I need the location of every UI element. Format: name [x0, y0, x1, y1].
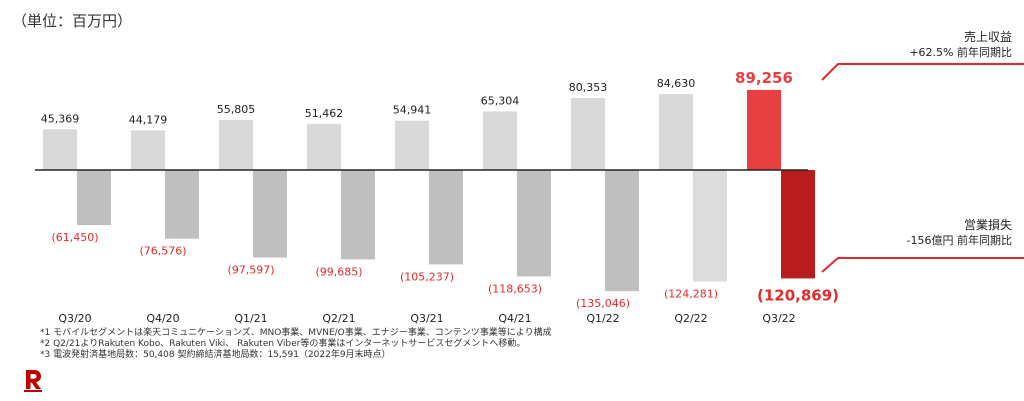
revenue-value-label: 51,462: [305, 107, 344, 120]
op-loss-value-label: (124,281): [664, 287, 718, 300]
category-label: Q2/22: [674, 312, 707, 325]
op-loss-bars: [77, 170, 815, 292]
category-label: Q4/20: [146, 312, 179, 325]
revenue-bar: [395, 120, 429, 170]
category-label: Q2/21: [322, 312, 355, 325]
callout-lines: [821, 63, 1024, 273]
revenue-value-label: 84,630: [657, 77, 696, 90]
revenue-callout-sub: +62.5% 前年同期比: [909, 46, 1012, 59]
revenue-value-label: 80,353: [569, 81, 608, 94]
unit-label: （単位：百万円）: [12, 12, 133, 30]
revenue-bar: [483, 111, 517, 170]
revenue-bar: [131, 130, 165, 170]
op-loss-bar: [781, 170, 815, 279]
revenue-bars: [43, 89, 781, 170]
revenue-callout-line: [821, 63, 1024, 81]
op-loss-callout: 営業損失 -156億円 前年同期比: [907, 218, 1012, 248]
category-label: Q3/20: [58, 312, 91, 325]
footnote-1: *1 モバイルセグメントは楽天コミュニケーションズ、MNO事業、MVNE/O事業…: [40, 328, 552, 338]
rakuten-r-logo-icon: [24, 370, 42, 392]
category-label: Q4/21: [498, 312, 531, 325]
op-loss-value-label: (99,685): [315, 265, 362, 278]
op-loss-labels: (61,450) (76,576) (97,597) (99,685) (105,237…: [51, 231, 839, 310]
footnote-2: *2 Q2/21よりRakuten Kobo、Rakuten Viki、 Rak…: [40, 339, 526, 349]
op-loss-callout-sub: -156億円 前年同期比: [906, 234, 1012, 247]
revenue-bar: [747, 89, 781, 170]
op-loss-bar: [605, 170, 639, 292]
revenue-value-label: 89,256: [735, 69, 793, 87]
op-loss-value-label: (135,046): [576, 297, 630, 310]
op-loss-callout-line: [821, 257, 1024, 273]
revenue-bar: [571, 97, 605, 170]
op-loss-bar: [253, 170, 287, 258]
revenue-bar: [219, 119, 253, 170]
revenue-callout-title: 売上収益: [963, 30, 1012, 44]
op-loss-value-label: (120,869): [757, 286, 839, 304]
revenue-value-label: 55,805: [217, 103, 256, 116]
op-loss-bar: [165, 170, 199, 239]
footnotes: *1 モバイルセグメントは楽天コミュニケーションズ、MNO事業、MVNE/O事業…: [40, 328, 552, 361]
category-label: Q3/22: [762, 312, 795, 325]
footnote-3: *3 電波発射済基地局数：50,408 契約締結済基地局数：15,591（202…: [40, 350, 391, 360]
category-label: Q1/21: [234, 312, 267, 325]
revenue-value-label: 54,941: [393, 104, 432, 117]
op-loss-value-label: (76,576): [139, 245, 186, 258]
op-loss-value-label: (105,237): [400, 270, 454, 283]
op-loss-bar: [517, 170, 551, 277]
revenue-bar: [307, 123, 341, 170]
op-loss-bar: [429, 170, 463, 265]
category-label: Q3/21: [410, 312, 443, 325]
op-loss-value-label: (118,653): [488, 282, 542, 295]
op-loss-bar: [341, 170, 375, 260]
revenue-bar: [43, 129, 77, 170]
op-loss-value-label: (61,450): [51, 231, 98, 244]
op-loss-value-label: (97,597): [227, 264, 274, 277]
category-labels: Q3/20 Q4/20 Q1/21 Q2/21 Q3/21 Q4/21 Q1/22 Q2/22…: [58, 312, 795, 325]
revenue-labels: 45,369 44,179 55,805 51,462 54,941 65,304 80,3…: [41, 69, 793, 126]
revenue-callout: 売上収益 +62.5% 前年同期比: [909, 30, 1012, 60]
revenue-value-label: 44,179: [129, 113, 168, 126]
op-loss-bar: [693, 170, 727, 282]
revenue-value-label: 45,369: [41, 112, 80, 125]
category-label: Q1/22: [586, 312, 619, 325]
op-loss-callout-title: 営業損失: [963, 218, 1012, 232]
op-loss-bar: [77, 170, 111, 226]
revenue-value-label: 65,304: [481, 94, 520, 107]
revenue-bar: [659, 94, 693, 170]
